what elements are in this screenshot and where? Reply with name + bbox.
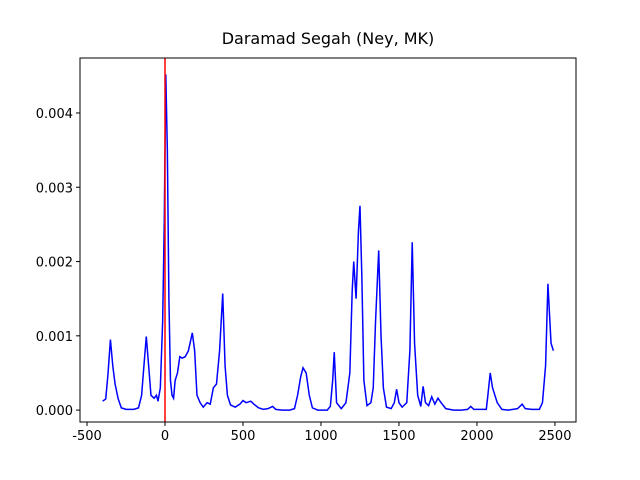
y-tick-label: 0.002 (36, 256, 73, 271)
x-tick-label: 1000 (304, 429, 337, 444)
axes-frame (79, 57, 577, 423)
y-tick-label: 0.003 (36, 181, 73, 196)
x-tick-label: 1500 (382, 429, 415, 444)
x-tick-label: 2000 (460, 429, 493, 444)
chart-title: Daramad Segah (Ney, MK) (222, 29, 435, 48)
y-tick-label: 0.004 (36, 107, 73, 122)
x-tick-label: 0 (161, 429, 169, 444)
x-tick-label: 2500 (538, 429, 571, 444)
y-tick-label: 0.001 (36, 330, 73, 345)
y-tick-label: 0.000 (36, 404, 73, 419)
x-tick-label: -500 (72, 429, 102, 444)
line-series (102, 74, 555, 411)
x-tick-label: 500 (231, 429, 256, 444)
